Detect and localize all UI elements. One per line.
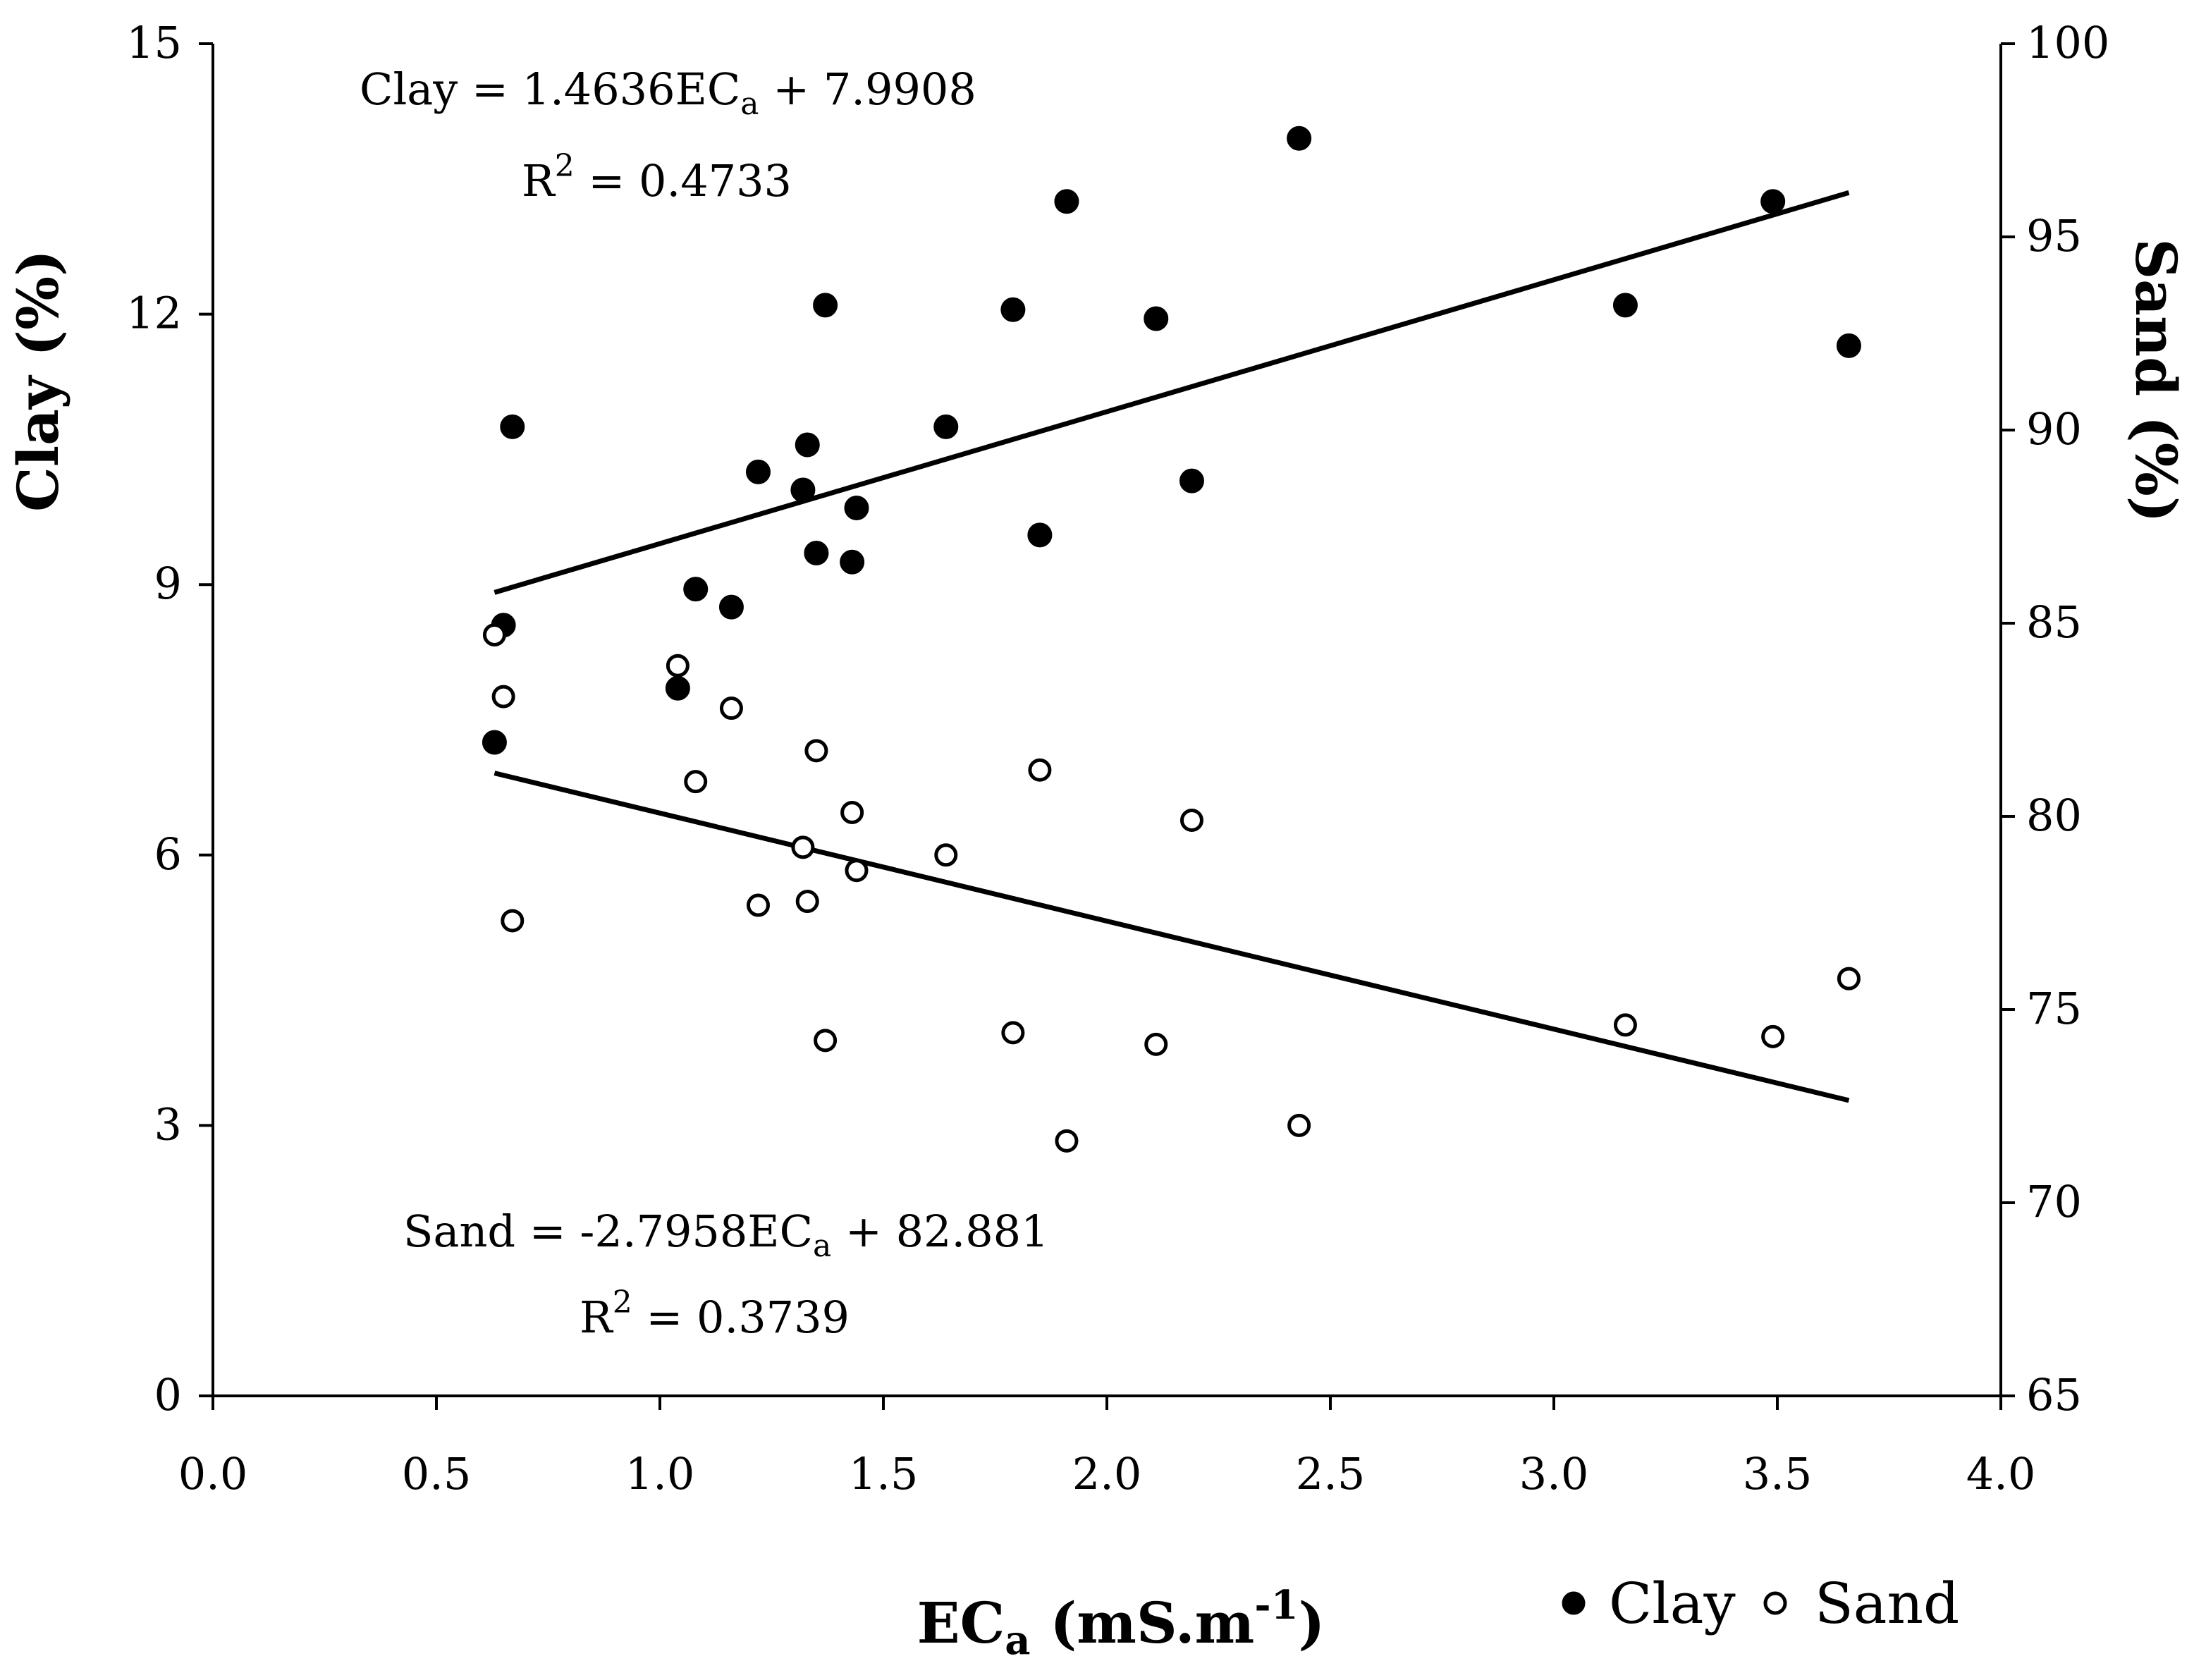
legend-clay-label: Clay xyxy=(1609,1571,1736,1636)
clay-point xyxy=(482,730,507,755)
x-tick-label: 0.0 xyxy=(178,1448,248,1500)
clay-point xyxy=(665,675,690,701)
sand-point xyxy=(1144,1032,1168,1056)
right-tick-label: 65 xyxy=(2026,1369,2082,1421)
data-marks xyxy=(482,125,1861,1153)
sand-point xyxy=(1179,808,1203,832)
x-tick-label: 1.5 xyxy=(849,1448,919,1500)
sand-r2: R2 = 0.3739 xyxy=(580,1284,850,1343)
clay-point xyxy=(790,477,816,503)
x-tick-label: 3.5 xyxy=(1743,1448,1813,1500)
clay-point xyxy=(804,540,829,565)
sand-point xyxy=(1001,1021,1025,1045)
sand-point xyxy=(719,697,743,721)
legend: Clay Sand xyxy=(1562,1571,1959,1636)
axes: 0.0 0.5 1.0 1.5 2.0 2.5 3.0 3.5 4.0 0 3 6 9 12 15 65 70 7… xyxy=(126,17,2109,1500)
clay-point xyxy=(840,549,865,575)
clay-point xyxy=(795,432,820,458)
sand-point xyxy=(666,654,690,677)
clay-point xyxy=(1000,297,1026,322)
clay-point xyxy=(1836,333,1861,358)
sand-point xyxy=(804,739,828,763)
clay-point xyxy=(1054,189,1079,214)
sand-point xyxy=(795,890,819,914)
clay-point xyxy=(1179,468,1204,493)
sand-point xyxy=(1028,758,1052,782)
x-tick-label: 1.0 xyxy=(625,1448,695,1500)
sand-point xyxy=(482,623,506,646)
sand-point xyxy=(840,801,864,825)
sand-point xyxy=(1761,1024,1785,1048)
legend-sand-label: Sand xyxy=(1815,1571,1959,1636)
sand-point xyxy=(684,770,708,794)
clay-point xyxy=(1612,293,1638,318)
sand-point xyxy=(934,843,958,867)
left-tick-label: 12 xyxy=(126,288,182,339)
right-tick-label: 75 xyxy=(2026,983,2082,1034)
clay-point xyxy=(1760,189,1786,214)
clay-trendline xyxy=(494,190,1850,595)
sand-point xyxy=(1287,1113,1311,1137)
sand-point xyxy=(845,859,869,883)
clay-point xyxy=(1287,125,1312,151)
right-tick-label: 70 xyxy=(2026,1176,2082,1227)
clay-point xyxy=(683,577,709,602)
left-tick-label: 15 xyxy=(126,17,182,68)
right-tick-label: 100 xyxy=(2026,17,2109,68)
clay-point xyxy=(813,293,838,318)
sand-point xyxy=(814,1029,838,1053)
clay-point xyxy=(1144,306,1169,331)
clay-point xyxy=(745,459,771,484)
x-tick-label: 4.0 xyxy=(1966,1448,2036,1500)
sand-point xyxy=(1055,1129,1079,1153)
sand-point xyxy=(501,909,525,933)
left-tick-label: 0 xyxy=(154,1369,182,1421)
right-tick-label: 95 xyxy=(2026,210,2082,262)
left-axis-title: Clay (%) xyxy=(5,250,71,512)
legend-clay-marker xyxy=(1562,1591,1586,1615)
right-tick-label: 90 xyxy=(2026,403,2082,455)
right-tick-label: 85 xyxy=(2026,596,2082,648)
clay-point xyxy=(844,496,869,521)
clay-point xyxy=(1027,522,1053,548)
left-tick-label: 3 xyxy=(154,1098,182,1150)
legend-sand-marker xyxy=(1763,1591,1787,1615)
sand-point xyxy=(491,685,515,709)
left-tick-label: 6 xyxy=(154,828,182,880)
sand-point xyxy=(791,835,815,859)
sand-point xyxy=(746,893,770,917)
left-tick-label: 9 xyxy=(154,558,182,609)
x-tick-label: 3.0 xyxy=(1519,1448,1589,1500)
sand-equation: Sand = -2.7958ECa + 82.881 xyxy=(403,1206,1049,1264)
x-tick-label: 2.0 xyxy=(1072,1448,1142,1500)
clay-r2: R2 = 0.4733 xyxy=(522,148,792,207)
clay-point xyxy=(500,414,525,439)
clay-point xyxy=(718,594,744,620)
right-tick-label: 80 xyxy=(2026,790,2082,841)
x-tick-label: 2.5 xyxy=(1296,1448,1366,1500)
clay-point xyxy=(933,414,959,439)
x-axis-title: ECa (mS.m-1) xyxy=(917,1582,1325,1664)
sand-point xyxy=(1837,967,1861,991)
sand-trendline xyxy=(494,771,1850,1103)
x-tick-label: 0.5 xyxy=(402,1448,472,1500)
sand-point xyxy=(1613,1013,1637,1037)
right-axis-title: Sand (%) xyxy=(2123,238,2189,522)
clay-equation: Clay = 1.4636ECa + 7.9908 xyxy=(360,63,976,122)
